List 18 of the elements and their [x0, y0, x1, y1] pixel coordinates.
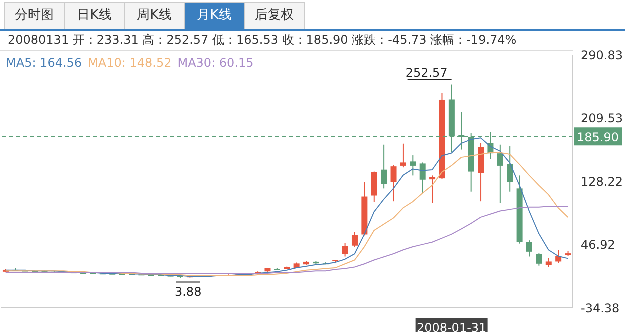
text: 日K线	[64, 2, 125, 29]
y-tick-label: 128.22	[581, 174, 623, 189]
annotation: 252.57	[406, 66, 448, 80]
y-tick-label: -34.38	[581, 301, 620, 316]
text: 20080131 开：233.31 高：252.57 低：165.53 收：185.90 涨跌：-45.73 涨幅：-19.74%	[8, 32, 517, 49]
text: MA30: 60.15	[178, 56, 254, 70]
text: MA10: 148.52	[88, 56, 172, 70]
x-tick-label: 2008-01-31	[416, 321, 487, 335]
text: 后复权	[244, 2, 305, 29]
ref-line-label: 185.90	[577, 130, 619, 145]
y-tick-label: 209.53	[581, 112, 623, 126]
text: 月K线	[184, 2, 245, 29]
y-tick-label: 46.92	[581, 238, 616, 252]
y-tick-label: 290.83	[581, 48, 623, 62]
text: 分时图	[4, 2, 65, 29]
text: MA5: 164.56	[6, 56, 82, 70]
annotation: 3.88	[174, 285, 202, 300]
text: 周K线	[124, 2, 185, 29]
